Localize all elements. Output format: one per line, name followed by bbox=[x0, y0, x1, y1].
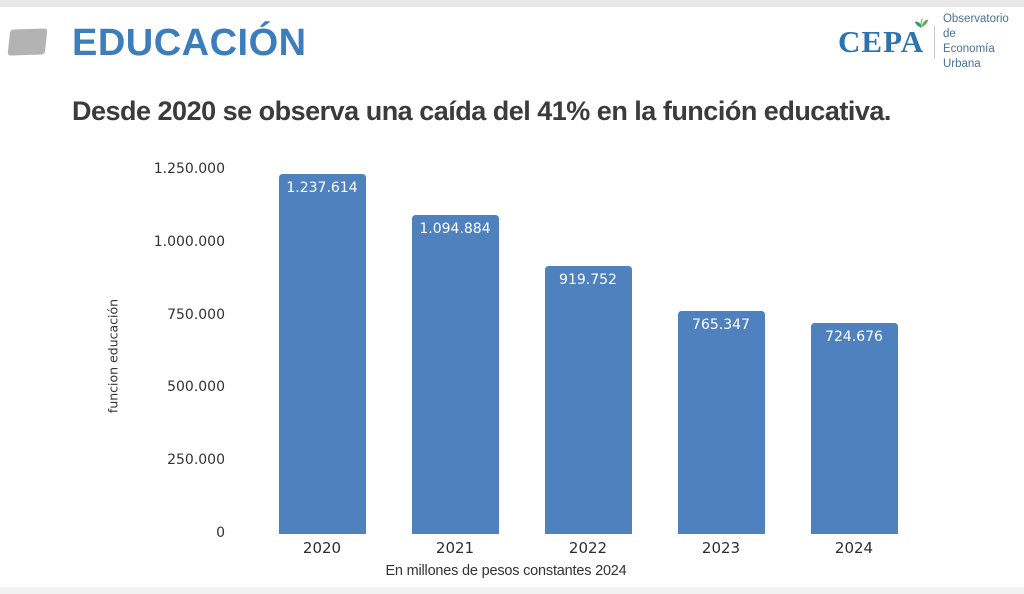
x-label-2022: 2022 bbox=[568, 539, 608, 557]
y-tick-1.250.000: 1.250.000 bbox=[153, 161, 225, 177]
logo-unit-line1: Observatorio de bbox=[942, 13, 1009, 41]
x-label-2021: 2021 bbox=[435, 539, 475, 557]
bar-value-label-2024: 724.676 bbox=[825, 329, 883, 345]
y-tick-250.000: 250.000 bbox=[167, 452, 225, 469]
y-tick-750.000: 750.000 bbox=[167, 306, 225, 323]
corner-decoration-shape bbox=[7, 28, 48, 56]
cepa-logo-text: CEPA bbox=[838, 24, 925, 59]
bar-chart-plot-area: 1.237.614 1.094.884 919.752 765.347 724.676 bbox=[235, 170, 941, 534]
bar-2023: 765.347 bbox=[677, 311, 765, 534]
bar-value-label-2021: 1.094.884 bbox=[419, 221, 491, 237]
cepa-logo-brand: CEPA bbox=[838, 18, 929, 60]
y-tick-0: 0 bbox=[216, 525, 225, 541]
bar-value-label-2022: 919.752 bbox=[559, 272, 617, 288]
x-label-2023: 2023 bbox=[701, 539, 741, 557]
y-tick-1.000.000: 1.000.000 bbox=[153, 233, 225, 250]
cepa-logo: CEPA Observatorio de Economía Urbana bbox=[838, 13, 1024, 70]
chart-units-caption: En millones de pesos constantes 2024 bbox=[385, 563, 627, 579]
bottom-edge-strip bbox=[0, 587, 1024, 594]
y-axis-tick-labels: 1.250.000 1.000.000 750.000 500.000 250.000 0 bbox=[95, 161, 225, 541]
bar-2020: 1.237.614 bbox=[278, 174, 366, 534]
top-edge-strip bbox=[0, 0, 1024, 7]
x-label-2020: 2020 bbox=[302, 539, 342, 557]
sprout-leaf-icon bbox=[914, 18, 929, 28]
bar-2022: 919.752 bbox=[544, 266, 632, 534]
slide-headline: Desde 2020 se observa una caída del 41% … bbox=[72, 96, 891, 126]
logo-divider bbox=[934, 25, 935, 59]
y-tick-500.000: 500.000 bbox=[167, 379, 225, 396]
bar-2021: 1.094.884 bbox=[411, 215, 499, 534]
bar-value-label-2020: 1.237.614 bbox=[286, 180, 358, 196]
logo-unit-name: Observatorio de Economía Urbana bbox=[943, 12, 1024, 72]
logo-unit-line2: Economía Urbana bbox=[942, 43, 995, 70]
x-axis-category-labels: 2020 2021 2022 2023 2024 bbox=[235, 539, 941, 559]
bar-2024: 724.676 bbox=[810, 323, 898, 534]
x-label-2024: 2024 bbox=[834, 539, 874, 557]
bar-value-label-2023: 765.347 bbox=[692, 317, 750, 333]
section-title: EDUCACIÓN bbox=[72, 22, 307, 64]
